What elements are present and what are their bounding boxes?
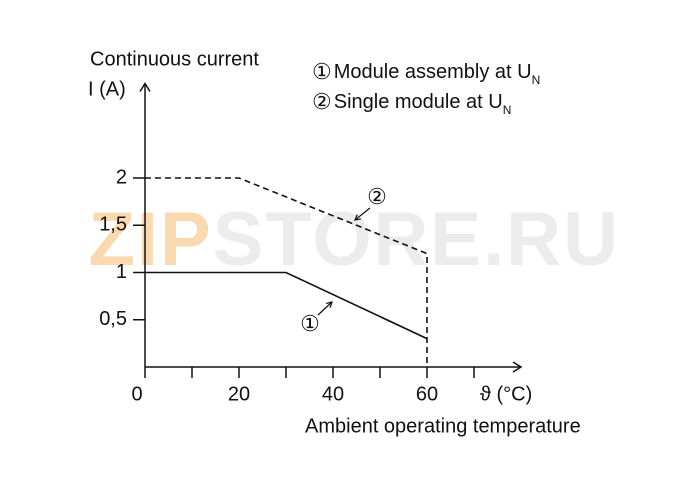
legend-entry: ② Single module at UN: [312, 89, 511, 117]
annotation-arrow: [354, 207, 371, 221]
y-axis-label: I (A): [88, 78, 126, 100]
series-line: [145, 271, 428, 340]
annotation-arrowhead: [326, 301, 333, 308]
legend-marker: ①: [312, 59, 332, 84]
legend-subscript: N: [503, 103, 512, 117]
x-tick-label: 0: [131, 383, 142, 405]
legend-label: Single module at U: [334, 91, 503, 113]
x-axis-label: Ambient operating temperature: [305, 415, 581, 437]
x-tick-label: 60: [416, 383, 438, 405]
y-tick-label: 1,5: [99, 214, 127, 236]
legend-subscript: N: [532, 73, 541, 87]
annotation-arrow: [317, 301, 333, 316]
watermark: ZIPSTORE.RU: [88, 197, 620, 282]
y-tick-label: 0,5: [99, 308, 127, 330]
series-line: [145, 177, 428, 367]
x-axis-arrow: [512, 361, 523, 373]
y-axis-arrow: [139, 82, 151, 92]
x-axis-unit: ϑ (°C): [480, 383, 532, 405]
y-axis-label: Continuous current: [90, 48, 259, 70]
legend-marker: ②: [312, 89, 332, 114]
x-tick-label: 20: [228, 383, 250, 405]
y-tick-label: 1: [116, 261, 127, 283]
annotation-marker: ②: [367, 184, 387, 209]
legend-label: Module assembly at U: [334, 61, 532, 83]
x-tick-label: 40: [322, 383, 344, 405]
annotation-arrowhead: [354, 214, 362, 221]
annotation-marker: ①: [300, 311, 320, 336]
legend-entry: ① Module assembly at UN: [312, 59, 540, 87]
y-tick-label: 2: [116, 166, 127, 188]
